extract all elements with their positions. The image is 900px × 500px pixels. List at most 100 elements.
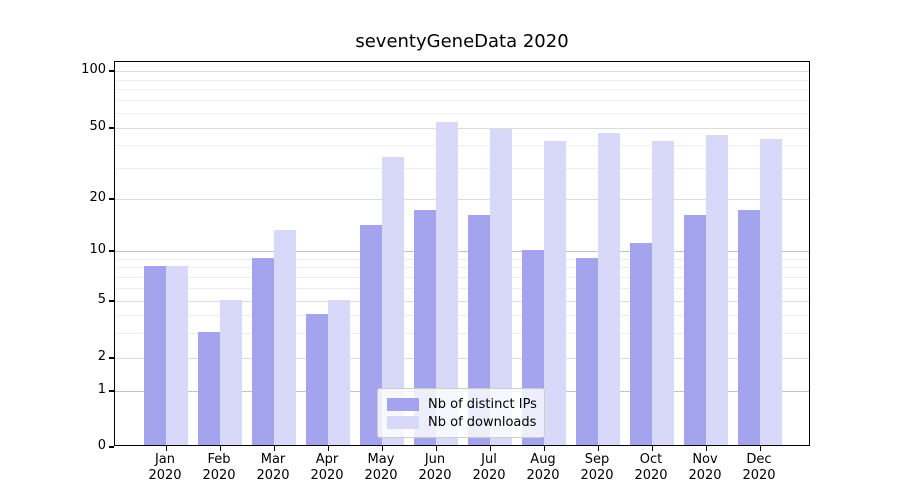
gridline-minor-90 — [115, 79, 809, 81]
x-tick-mark-nov — [705, 446, 707, 451]
bar-feb-distinct-ips — [198, 331, 220, 445]
x-tick-label-aug: Aug 2020 — [511, 452, 575, 484]
legend-swatch-distinct-ips — [387, 397, 419, 411]
x-tick-label-year: 2020 — [310, 468, 344, 483]
y-tick-mark-50 — [109, 127, 114, 129]
x-tick-label-month: Sep — [584, 452, 610, 467]
x-tick-mark-dec — [759, 446, 761, 451]
x-tick-label-year: 2020 — [634, 468, 668, 483]
bar-nov-downloads — [706, 135, 728, 445]
x-tick-label-month: Apr — [315, 452, 339, 467]
bar-mar-downloads — [274, 230, 296, 445]
bar-mar-distinct-ips — [252, 257, 274, 445]
bar-feb-downloads — [220, 300, 242, 445]
y-tick-label-50: 50 — [89, 119, 106, 134]
bar-apr-downloads — [328, 300, 350, 445]
x-tick-mark-oct — [651, 446, 653, 451]
gridline-minor-40 — [115, 145, 809, 147]
bar-aug-downloads — [544, 140, 566, 445]
y-tick-mark-20 — [109, 198, 114, 200]
y-tick-label-2: 2 — [97, 349, 106, 364]
x-tick-label-month: Aug — [530, 452, 556, 467]
x-tick-mark-feb — [219, 446, 221, 451]
x-tick-label-apr: Apr 2020 — [295, 452, 359, 484]
y-tick-mark-2 — [109, 357, 114, 359]
x-tick-label-may: May 2020 — [349, 452, 413, 484]
y-tick-label-100: 100 — [81, 62, 106, 77]
y-tick-label-5: 5 — [97, 292, 106, 307]
legend-swatch-downloads — [387, 415, 419, 429]
gridline-major-5 — [115, 301, 809, 302]
x-tick-label-mar: Mar 2020 — [241, 452, 305, 484]
bar-oct-distinct-ips — [630, 242, 652, 445]
x-tick-label-year: 2020 — [148, 468, 182, 483]
gridline-major-100 — [115, 71, 809, 72]
bar-dec-downloads — [760, 138, 782, 445]
bar-may-distinct-ips — [360, 224, 382, 445]
x-tick-label-year: 2020 — [202, 468, 236, 483]
gridline-minor-9 — [115, 258, 809, 260]
bar-jan-downloads — [166, 266, 188, 445]
y-tick-label-0: 0 — [97, 438, 106, 453]
bar-dec-distinct-ips — [738, 210, 760, 445]
bar-jul-downloads — [490, 128, 512, 445]
x-tick-label-jun: Jun 2020 — [403, 452, 467, 484]
legend-label-downloads: Nb of downloads — [428, 414, 537, 430]
y-tick-mark-5 — [109, 300, 114, 302]
x-tick-label-jan: Jan 2020 — [133, 452, 197, 484]
gridline-minor-6 — [115, 287, 809, 289]
x-tick-label-year: 2020 — [256, 468, 290, 483]
legend-row-downloads: Nb of downloads — [387, 413, 536, 431]
y-tick-mark-0 — [109, 446, 114, 448]
x-tick-label-month: Jun — [424, 452, 446, 467]
x-tick-label-year: 2020 — [526, 468, 560, 483]
legend: Nb of distinct IPs Nb of downloads — [377, 388, 545, 438]
x-tick-label-month: May — [367, 452, 395, 467]
x-tick-label-month: Jan — [154, 452, 176, 467]
bar-sep-distinct-ips — [576, 257, 598, 445]
gridline-minor-3 — [115, 332, 809, 334]
y-tick-mark-1 — [109, 390, 114, 392]
y-tick-mark-10 — [109, 250, 114, 252]
bar-may-downloads — [382, 156, 404, 445]
x-tick-label-sep: Sep 2020 — [565, 452, 629, 484]
x-tick-label-month: Mar — [260, 452, 286, 467]
bar-jun-downloads — [436, 122, 458, 445]
gridline-major-10 — [115, 251, 809, 252]
gridline-minor-7 — [115, 276, 809, 278]
x-tick-label-year: 2020 — [742, 468, 776, 483]
x-tick-label-oct: Oct 2020 — [619, 452, 683, 484]
x-tick-label-nov: Nov 2020 — [673, 452, 737, 484]
legend-row-distinct-ips: Nb of distinct IPs — [387, 395, 537, 413]
y-tick-label-1: 1 — [97, 382, 106, 397]
bar-jun-distinct-ips — [414, 210, 436, 445]
bar-sep-downloads — [598, 133, 620, 445]
x-tick-label-year: 2020 — [418, 468, 452, 483]
x-tick-label-year: 2020 — [580, 468, 614, 483]
chart-title: seventyGeneData 2020 — [355, 31, 569, 52]
gridline-minor-4 — [115, 314, 809, 316]
bar-jul-distinct-ips — [468, 214, 490, 445]
x-tick-mark-sep — [597, 446, 599, 451]
gridline-major-50 — [115, 128, 809, 129]
gridline-minor-8 — [115, 267, 809, 269]
y-tick-label-10: 10 — [89, 242, 106, 257]
gridline-minor-70 — [115, 100, 809, 102]
x-tick-mark-apr — [327, 446, 329, 451]
legend-label-distinct-ips: Nb of distinct IPs — [428, 396, 537, 412]
x-tick-label-feb: Feb 2020 — [187, 452, 251, 484]
y-tick-mark-100 — [109, 70, 114, 72]
x-tick-mark-mar — [273, 446, 275, 451]
bar-nov-distinct-ips — [684, 214, 706, 445]
gridline-minor-30 — [115, 167, 809, 169]
gridline-minor-60 — [115, 113, 809, 114]
x-tick-label-month: Dec — [746, 452, 772, 467]
x-tick-label-year: 2020 — [688, 468, 722, 483]
x-tick-label-jul: Jul 2020 — [457, 452, 521, 484]
x-tick-label-month: Feb — [207, 452, 231, 467]
x-tick-label-month: Jul — [481, 452, 497, 467]
x-tick-mark-may — [381, 446, 383, 451]
x-tick-label-month: Nov — [692, 452, 718, 467]
plot-area: Nb of distinct IPs Nb of downloads — [109, 61, 810, 451]
